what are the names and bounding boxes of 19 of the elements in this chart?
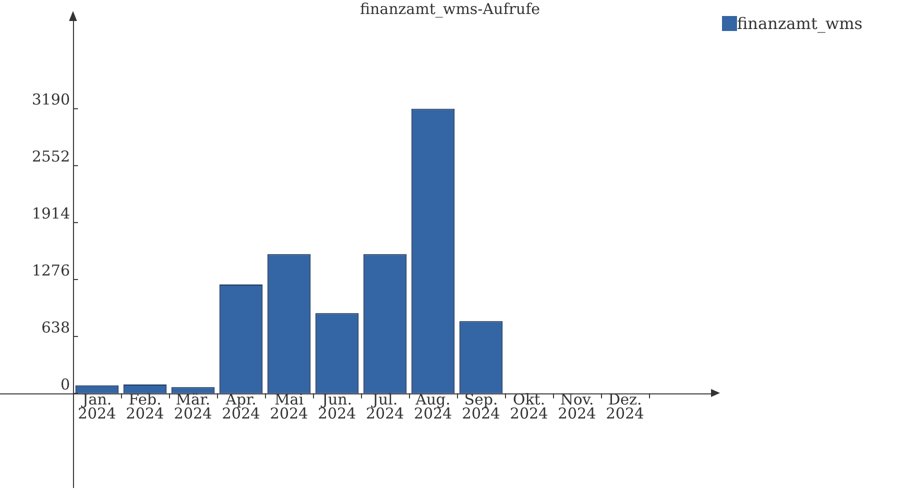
y-tick-label: 1276 bbox=[32, 261, 70, 280]
x-tick-label: Jun. 2024 bbox=[318, 390, 356, 423]
legend-label: finanzamt_wms bbox=[737, 14, 862, 33]
x-tick-label: Aug. 2024 bbox=[414, 390, 452, 423]
y-tick-label: 1914 bbox=[32, 204, 70, 222]
x-tick-label: Apr. 2024 bbox=[222, 390, 260, 423]
x-tick-label: Dez. 2024 bbox=[606, 390, 644, 423]
x-tick-label: Mär. 2024 bbox=[174, 390, 212, 423]
x-tick-label: Okt. 2024 bbox=[510, 390, 548, 423]
x-tick-label: Nov. 2024 bbox=[558, 390, 596, 423]
chart-title: finanzamt_wms-Aufrufe bbox=[360, 0, 540, 18]
y-tick-label: 3190 bbox=[32, 90, 70, 109]
x-tick-label: Mai 2024 bbox=[270, 390, 308, 423]
y-tick-label: 0 bbox=[60, 375, 70, 394]
y-tick-label: 2552 bbox=[32, 148, 70, 166]
x-tick-label: Sep. 2024 bbox=[462, 390, 500, 423]
y-tick-label: 638 bbox=[41, 318, 70, 336]
x-tick-label: Jul. 2024 bbox=[366, 390, 404, 423]
x-tick-label: Jan. 2024 bbox=[78, 390, 116, 423]
